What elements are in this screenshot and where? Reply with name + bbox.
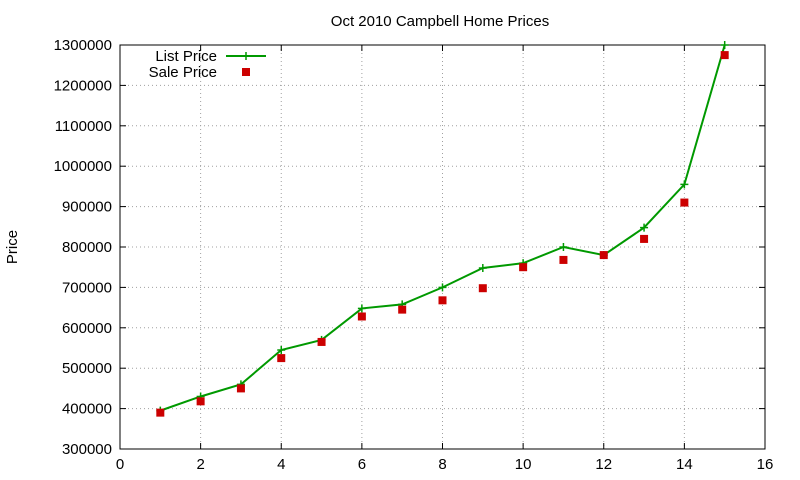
x-tick-label: 12: [595, 456, 612, 473]
data-point: [277, 346, 286, 355]
data-point: [478, 264, 487, 273]
y-tick-label: 800000: [62, 239, 112, 256]
y-tick-label: 1000000: [54, 158, 112, 175]
x-tick-label: 14: [676, 456, 693, 473]
data-point: [357, 312, 366, 321]
data-point: [196, 397, 205, 406]
data-point: [680, 180, 689, 189]
data-point: [559, 243, 568, 251]
y-tick-label: 400000: [62, 401, 112, 418]
y-axis-label: Price: [4, 230, 21, 264]
x-tick-label: 10: [515, 456, 532, 473]
data-point: [519, 263, 528, 272]
y-tick-label: 1200000: [54, 77, 112, 94]
data-point: [720, 51, 729, 60]
y-tick-label: 600000: [62, 320, 112, 337]
series: [156, 41, 729, 417]
data-point: [357, 304, 366, 313]
grid: [120, 45, 765, 449]
data-point: [640, 234, 649, 243]
data-point: [277, 354, 286, 363]
data-point: [599, 251, 608, 260]
y-tick-label: 1300000: [54, 37, 112, 54]
legend-label: List Price: [155, 48, 217, 65]
data-point: [156, 408, 165, 417]
x-tick-label: 8: [438, 456, 446, 473]
y-tick-label: 300000: [62, 441, 112, 458]
legend-marker: [242, 68, 250, 76]
legend-marker: [242, 52, 250, 60]
x-tick-label: 0: [116, 456, 124, 473]
legend-label: Sale Price: [149, 64, 217, 81]
x-tick-label: 2: [196, 456, 204, 473]
series-line: [159, 44, 726, 412]
x-tick-label: 4: [277, 456, 285, 473]
y-tick-label: 1100000: [55, 118, 112, 135]
axis-ticks: 0 2 4 6 8 10 12 14 16 300000 400000 500000 600000 700…: [54, 37, 774, 473]
data-point: [438, 283, 447, 292]
y-tick-label: 700000: [62, 279, 112, 296]
chart-title: Oct 2010 Campbell Home Prices: [331, 13, 549, 30]
data-point: [680, 198, 689, 207]
y-tick-label: 900000: [62, 199, 112, 216]
data-point: [640, 223, 649, 232]
x-tick-label: 6: [358, 456, 366, 473]
series-sale-price: [156, 51, 729, 417]
data-point: [398, 305, 407, 314]
data-point: [236, 384, 245, 393]
data-point: [478, 284, 487, 293]
y-tick-label: 500000: [62, 360, 112, 377]
data-point: [720, 41, 729, 49]
data-point: [438, 296, 447, 305]
x-tick-label: 16: [757, 456, 774, 473]
data-point: [317, 337, 326, 346]
data-point: [559, 255, 568, 264]
